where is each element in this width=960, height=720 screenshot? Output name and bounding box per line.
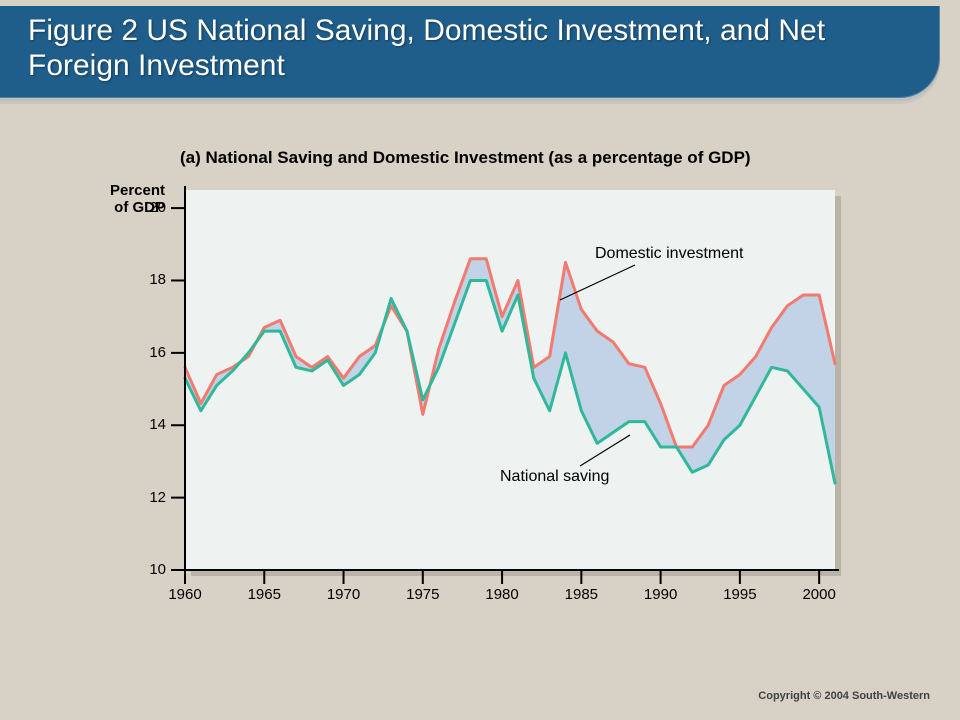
xtick-label: 1995 (723, 586, 756, 603)
chart: 1012141618201960196519701975198019851990… (130, 190, 875, 615)
yaxis-title: Percentof GDP (85, 182, 165, 217)
series-label: Domestic investment (595, 245, 744, 263)
ytick-label: 12 (126, 489, 166, 506)
xtick-label: 1980 (485, 586, 518, 603)
ytick-label: 14 (126, 416, 166, 433)
xtick-label: 1960 (168, 586, 201, 603)
xtick-label: 1965 (248, 586, 281, 603)
title-pill: Figure 2 US National Saving, Domestic In… (0, 6, 940, 98)
xtick-label: 1985 (565, 586, 598, 603)
series-label: National saving (500, 468, 609, 486)
title-bar: Figure 2 US National Saving, Domestic In… (0, 0, 960, 98)
chart-subtitle: (a) National Saving and Domestic Investm… (180, 148, 751, 168)
xtick-label: 2000 (802, 586, 835, 603)
ytick-label: 18 (126, 271, 166, 288)
figure-title: Figure 2 US National Saving, Domestic In… (28, 14, 899, 83)
xtick-label: 1970 (327, 586, 360, 603)
ytick-label: 10 (126, 561, 166, 578)
copyright-text: Copyright © 2004 South-Western (758, 690, 930, 702)
xtick-label: 1990 (644, 586, 677, 603)
ytick-label: 16 (126, 344, 166, 361)
xtick-label: 1975 (406, 586, 439, 603)
